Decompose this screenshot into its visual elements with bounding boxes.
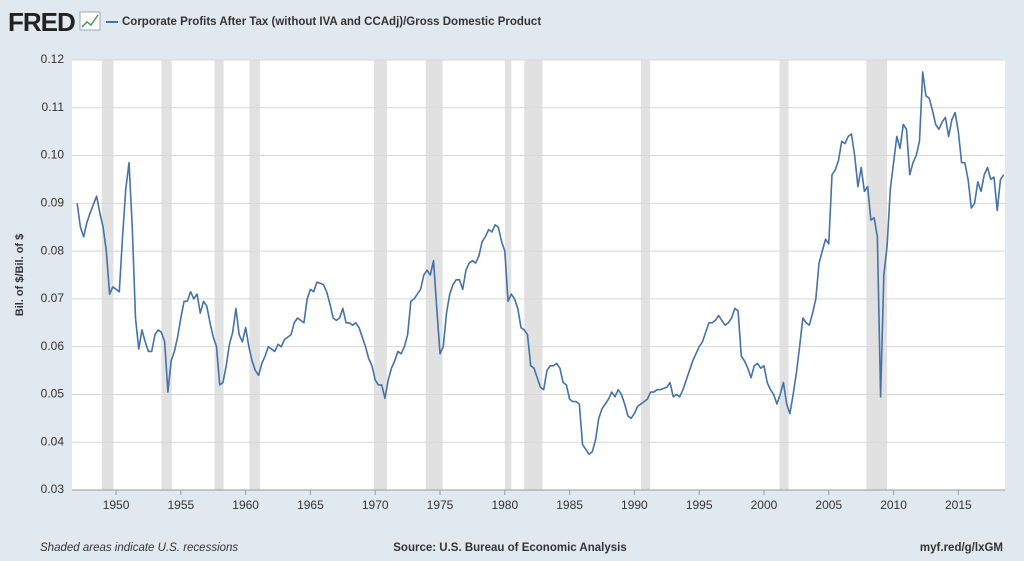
logo-icon (79, 11, 101, 31)
y-tick-label: 0.09 (41, 196, 65, 210)
x-tick-label: 1995 (686, 498, 713, 512)
y-tick-label: 0.12 (41, 52, 65, 66)
y-tick-label: 0.05 (41, 387, 65, 401)
x-tick-label: 1955 (167, 498, 194, 512)
y-tick-label: 0.11 (42, 100, 65, 114)
recession-band (779, 60, 789, 490)
footnote: Shaded areas indicate U.S. recessions (40, 542, 238, 554)
x-tick-label: 1985 (556, 498, 583, 512)
x-tick-label: 1975 (427, 498, 454, 512)
y-tick-label: 0.08 (41, 243, 65, 257)
recession-band (640, 60, 650, 490)
recession-band (161, 60, 172, 490)
recession-band (866, 60, 888, 490)
x-tick-label: 1990 (621, 498, 648, 512)
recession-band (504, 60, 512, 490)
recession-band (373, 60, 387, 490)
recession-band (524, 60, 543, 490)
link: myf.red/g/lxGM (920, 542, 1003, 554)
y-tick-label: 0.10 (41, 148, 65, 162)
x-tick-label: 1980 (491, 498, 518, 512)
x-tick-label: 2010 (880, 498, 907, 512)
recession-band (249, 60, 260, 490)
x-tick-label: 1970 (362, 498, 389, 512)
x-tick-label: 1960 (232, 498, 259, 512)
y-axis-label: Bil. of $/Bil. of $ (14, 234, 26, 317)
y-tick-label: 0.06 (41, 339, 65, 353)
x-tick-label: 1965 (297, 498, 324, 512)
recession-band (214, 60, 224, 490)
y-tick-label: 0.03 (41, 482, 65, 496)
legend-entry: Corporate Profits After Tax (without IVA… (122, 16, 541, 28)
source: Source: U.S. Bureau of Economic Analysis (393, 542, 626, 554)
x-tick-label: 1950 (103, 498, 130, 512)
x-tick-label: 2015 (945, 498, 972, 512)
logo: FRED (8, 7, 75, 37)
y-tick-label: 0.07 (41, 291, 65, 305)
x-tick-label: 2000 (751, 498, 778, 512)
x-tick-label: 2005 (815, 498, 842, 512)
y-tick-label: 0.04 (41, 434, 65, 448)
series-line (76, 71, 1005, 455)
